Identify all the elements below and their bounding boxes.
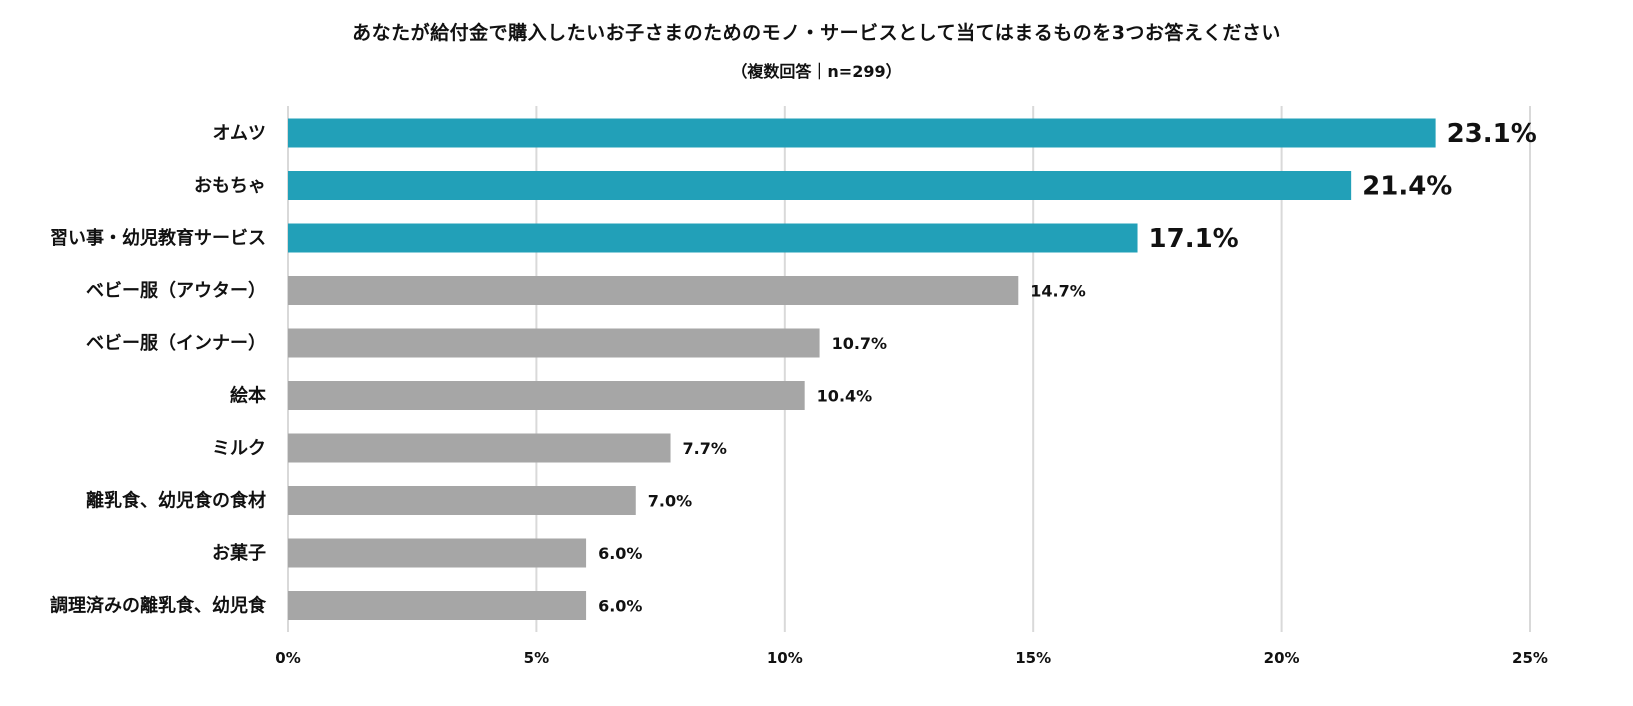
value-label: 14.7%: [1030, 282, 1086, 301]
bar: [288, 328, 820, 358]
value-label: 10.4%: [817, 387, 873, 406]
bar: [288, 223, 1138, 253]
value-label: 6.0%: [598, 597, 642, 616]
value-label: 23.1%: [1447, 119, 1537, 149]
x-tick-label: 5%: [524, 649, 549, 667]
x-tick-label: 15%: [1015, 649, 1051, 667]
x-tick-label: 10%: [767, 649, 803, 667]
bar: [288, 433, 671, 463]
bar: [288, 276, 1019, 305]
bar: [288, 381, 805, 410]
bar: [288, 118, 1436, 148]
value-label: 21.4%: [1362, 172, 1452, 202]
value-label: 7.0%: [648, 492, 692, 511]
category-label: 離乳食、幼児食の食材: [86, 490, 266, 512]
category-label: ベビー服（インナー）: [86, 333, 266, 354]
bar: [288, 538, 587, 568]
bar: [288, 591, 587, 620]
x-tick-label: 25%: [1512, 649, 1548, 667]
category-label: 調理済みの離乳食、幼児食: [50, 595, 267, 617]
bar: [288, 486, 636, 515]
value-label: 6.0%: [598, 544, 642, 563]
bar: [288, 171, 1352, 200]
category-label: ベビー服（アウター）: [86, 281, 266, 302]
category-label: 絵本: [230, 385, 266, 407]
value-label: 17.1%: [1149, 224, 1239, 254]
chart-title: あなたが給付金で購入したいお子さまのためのモノ・サービスとして当てはまるものを3…: [352, 22, 1281, 44]
category-label: お菓子: [212, 542, 266, 564]
value-label: 7.7%: [683, 439, 727, 458]
x-tick-label: 0%: [275, 649, 300, 667]
x-tick-label: 20%: [1264, 649, 1300, 667]
value-label: 10.7%: [832, 334, 888, 353]
category-label: おもちゃ: [194, 176, 266, 197]
chart-subtitle: （複数回答｜n=299）: [731, 62, 902, 81]
category-label: ミルク: [212, 438, 266, 459]
category-label: オムツ: [213, 123, 266, 144]
category-label: 習い事・幼児教育サービス: [50, 227, 266, 249]
